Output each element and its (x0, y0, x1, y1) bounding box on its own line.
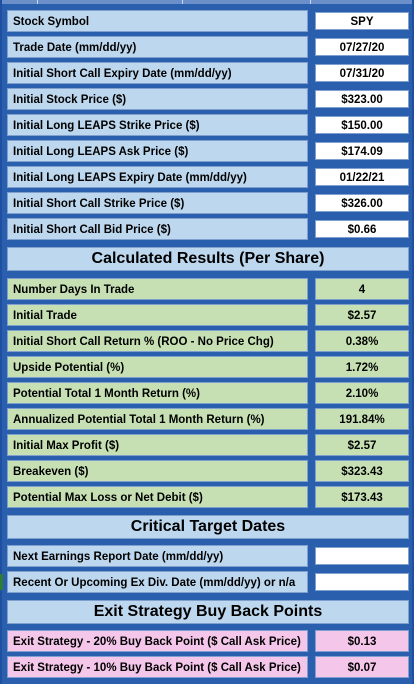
date-label: Next Earnings Report Date (mm/dd/yy) (7, 545, 308, 567)
short-call-expiry-cell[interactable]: 07/31/20 (315, 64, 409, 82)
trade-date-cell[interactable]: 07/27/20 (315, 38, 409, 56)
input-row-stock-symbol: Stock Symbol SPY (7, 10, 409, 32)
ex-div-date-cell[interactable] (315, 573, 409, 591)
result-row-breakeven: Breakeven ($) $323.43 (7, 460, 409, 482)
stock-price-cell[interactable]: $323.00 (315, 90, 409, 108)
input-label: Initial Short Call Strike Price ($) (7, 192, 308, 214)
input-label: Initial Long LEAPS Expiry Date (mm/dd/yy… (7, 166, 308, 188)
result-row-initial-trade: Initial Trade $2.57 (7, 304, 409, 326)
input-label: Initial Short Call Bid Price ($) (7, 218, 308, 240)
result-row-max-profit: Initial Max Profit ($) $2.57 (7, 434, 409, 456)
result-value: 191.84% (315, 408, 409, 430)
input-label: Stock Symbol (7, 10, 308, 32)
result-row-short-call-return: Initial Short Call Return % (ROO - No Pr… (7, 330, 409, 352)
input-row-trade-date: Trade Date (mm/dd/yy) 07/27/20 (7, 36, 409, 58)
input-row-leaps-expiry: Initial Long LEAPS Expiry Date (mm/dd/yy… (7, 166, 409, 188)
result-value: $2.57 (315, 434, 409, 456)
result-label: Number Days In Trade (7, 278, 308, 300)
stock-symbol-cell[interactable]: SPY (315, 12, 409, 30)
input-label: Initial Stock Price ($) (7, 88, 308, 110)
leaps-ask-cell[interactable]: $174.09 (315, 142, 409, 160)
result-label: Potential Max Loss or Net Debit ($) (7, 486, 308, 508)
exit-row-10: Exit Strategy - 10% Buy Back Point ($ Ca… (7, 656, 409, 678)
earnings-date-cell[interactable] (315, 547, 409, 565)
date-label: Recent Or Upcoming Ex Div. Date (mm/dd/y… (7, 571, 308, 593)
exit-label: Exit Strategy - 20% Buy Back Point ($ Ca… (7, 630, 308, 652)
date-row-ex-div: Recent Or Upcoming Ex Div. Date (mm/dd/y… (7, 571, 409, 593)
result-label: Initial Short Call Return % (ROO - No Pr… (7, 330, 308, 352)
input-label: Initial Short Call Expiry Date (mm/dd/yy… (7, 62, 308, 84)
exit-value: $0.13 (315, 630, 409, 652)
result-value: $323.43 (315, 460, 409, 482)
dates-section-title: Critical Target Dates (7, 515, 409, 539)
exit-section-title: Exit Strategy Buy Back Points (7, 600, 409, 624)
result-row-max-loss: Potential Max Loss or Net Debit ($) $173… (7, 486, 409, 508)
result-row-days-in-trade: Number Days In Trade 4 (7, 278, 409, 300)
result-value: 0.38% (315, 330, 409, 352)
result-label: Potential Total 1 Month Return (%) (7, 382, 308, 404)
result-value: $2.57 (315, 304, 409, 326)
leaps-expiry-cell[interactable]: 01/22/21 (315, 168, 409, 186)
result-value: 4 (315, 278, 409, 300)
leaps-strike-cell[interactable]: $150.00 (315, 116, 409, 134)
result-value: 1.72% (315, 356, 409, 378)
result-label: Annualized Potential Total 1 Month Retur… (7, 408, 308, 430)
input-row-stock-price: Initial Stock Price ($) $323.00 (7, 88, 409, 110)
input-label: Initial Long LEAPS Ask Price ($) (7, 140, 308, 162)
result-value: $173.43 (315, 486, 409, 508)
result-row-total-month-return: Potential Total 1 Month Return (%) 2.10% (7, 382, 409, 404)
result-value: 2.10% (315, 382, 409, 404)
result-row-upside-potential: Upside Potential (%) 1.72% (7, 356, 409, 378)
result-label: Initial Max Profit ($) (7, 434, 308, 456)
results-section-title: Calculated Results (Per Share) (7, 247, 409, 271)
input-label: Initial Long LEAPS Strike Price ($) (7, 114, 308, 136)
exit-value: $0.07 (315, 656, 409, 678)
input-label: Trade Date (mm/dd/yy) (7, 36, 308, 58)
result-label: Breakeven ($) (7, 460, 308, 482)
input-row-short-call-strike: Initial Short Call Strike Price ($) $326… (7, 192, 409, 214)
row-marker (0, 574, 3, 590)
result-label: Upside Potential (%) (7, 356, 308, 378)
result-label: Initial Trade (7, 304, 308, 326)
short-call-bid-cell[interactable]: $0.66 (315, 220, 409, 238)
input-row-short-call-bid: Initial Short Call Bid Price ($) $0.66 (7, 218, 409, 240)
input-row-leaps-strike: Initial Long LEAPS Strike Price ($) $150… (7, 114, 409, 136)
top-edge (2, 0, 412, 4)
result-row-annualized-return: Annualized Potential Total 1 Month Retur… (7, 408, 409, 430)
exit-row-20: Exit Strategy - 20% Buy Back Point ($ Ca… (7, 630, 409, 652)
input-row-leaps-ask: Initial Long LEAPS Ask Price ($) $174.09 (7, 140, 409, 162)
date-row-earnings: Next Earnings Report Date (mm/dd/yy) (7, 545, 409, 567)
input-row-short-call-expiry: Initial Short Call Expiry Date (mm/dd/yy… (7, 62, 409, 84)
short-call-strike-cell[interactable]: $326.00 (315, 194, 409, 212)
exit-label: Exit Strategy - 10% Buy Back Point ($ Ca… (7, 656, 308, 678)
